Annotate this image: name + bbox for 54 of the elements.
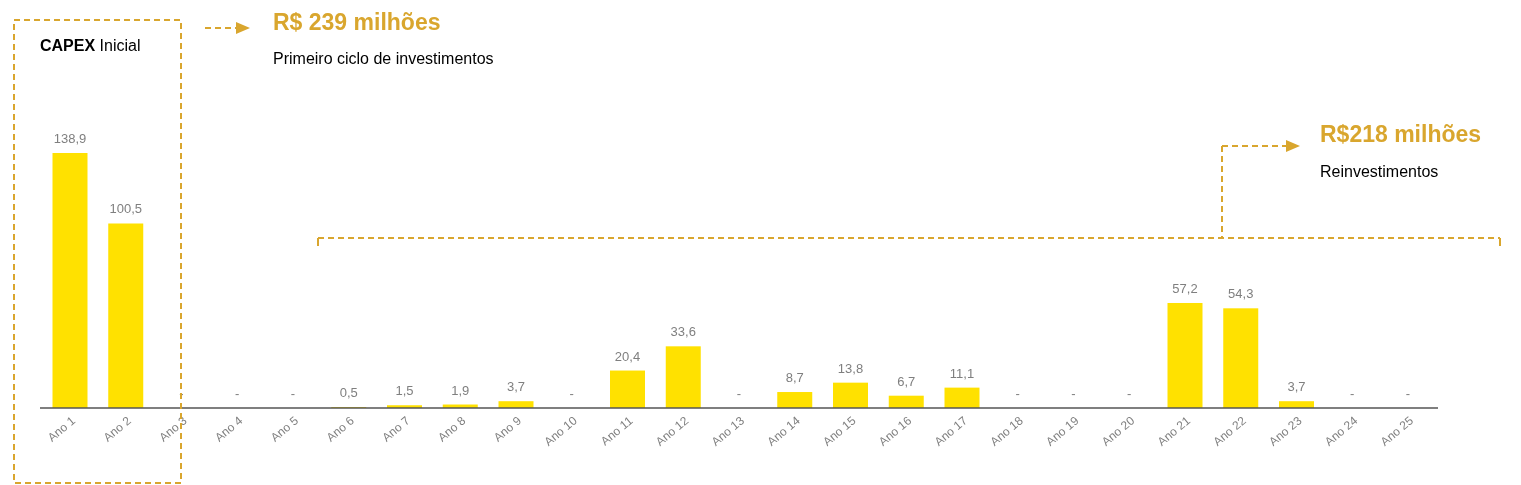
data-label: 13,8 [837, 360, 864, 376]
x-tick-label: Ano 11 [597, 413, 636, 449]
x-tick-label: Ano 7 [379, 413, 413, 445]
data-label: - [235, 386, 240, 401]
data-label: 100,5 [109, 201, 143, 217]
data-label: 138,9 [53, 131, 87, 146]
x-tick-label: Ano 20 [1099, 413, 1138, 449]
x-tick-label: Ano 4 [212, 413, 246, 445]
x-tick-label: Ano 12 [653, 413, 692, 449]
x-tick-label: Ano 5 [267, 413, 302, 445]
data-label: 57,2 [1172, 280, 1198, 296]
x-tick-label: Ano 22 [1210, 413, 1249, 449]
data-label: 54,3 [1228, 286, 1254, 302]
data-label: - [736, 386, 742, 401]
data-label: - [1350, 386, 1355, 401]
x-tick-label: Ano 16 [876, 413, 915, 449]
data-label: 1,5 [395, 383, 414, 399]
x-tick-label: Ano 9 [490, 413, 525, 445]
data-label: - [1015, 386, 1020, 401]
data-label: - [569, 386, 574, 401]
x-tick-label: Ano 15 [820, 413, 859, 449]
text: R$218 milhões [1320, 121, 1482, 147]
text: Primeiro ciclo de investimentos [273, 50, 494, 67]
data-label: 1,9 [451, 382, 470, 398]
x-tick-label: Ano 14 [764, 413, 803, 449]
text: CAPEX Inicial [40, 37, 141, 54]
annotation: Reinvestimentos [1320, 163, 1439, 180]
data-label: 20,4 [614, 348, 641, 364]
data-label: - [1071, 386, 1076, 401]
data-label: - [290, 386, 296, 401]
x-tick-label: Ano 21 [1154, 413, 1194, 449]
x-tick-label: Ano 24 [1322, 413, 1361, 449]
data-label: - [1405, 386, 1411, 401]
x-tick-label: Ano 25 [1377, 413, 1417, 449]
x-tick-label: Ano 19 [1043, 413, 1082, 449]
data-label: - [1127, 386, 1132, 401]
x-tick-label: Ano 18 [987, 413, 1026, 449]
x-tick-label: Ano 6 [323, 413, 357, 445]
data-label: 3,7 [1287, 379, 1306, 395]
data-label: 6,7 [897, 373, 916, 389]
x-tick-label: Ano 17 [931, 413, 971, 449]
x-tick-label: Ano 8 [435, 413, 469, 445]
data-label: - [179, 386, 184, 401]
data-label: 8,7 [785, 370, 804, 386]
x-tick-label: Ano 13 [708, 413, 748, 449]
data-label: 33,6 [670, 324, 696, 340]
x-tick-label: Ano 2 [100, 413, 134, 445]
text: R$ 239 milhões [273, 9, 441, 35]
x-tick-label: Ano 1 [44, 413, 79, 445]
x-tick-label: Ano 10 [541, 413, 580, 449]
data-label: 0,5 [339, 385, 358, 401]
data-label: 11,1 [949, 365, 975, 381]
data-label: 3,7 [506, 379, 526, 395]
x-tick-label: Ano 23 [1266, 413, 1305, 449]
